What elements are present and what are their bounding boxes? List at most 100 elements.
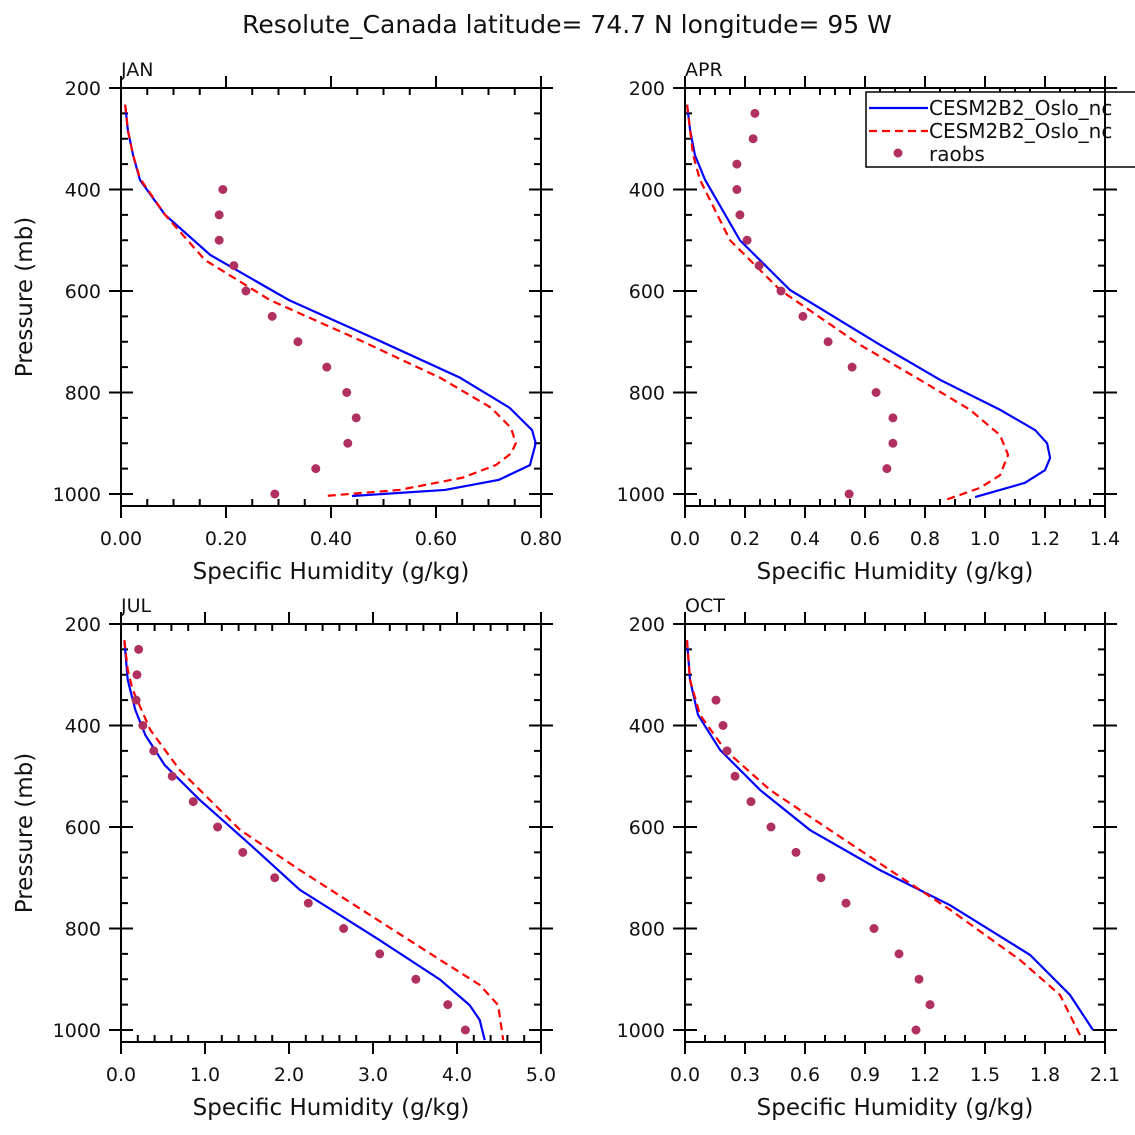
legend-label: raobs: [929, 142, 985, 166]
raobs-point: [339, 924, 349, 933]
x-tick-label: 0.0: [670, 528, 700, 550]
y-tick-label: 800: [629, 383, 665, 405]
panel-label: APR: [685, 59, 723, 81]
x-tick-label: 0.60: [415, 528, 457, 550]
raobs-point: [735, 210, 745, 220]
raobs-point: [134, 644, 144, 654]
y-axis-label: Pressure (mb): [12, 753, 38, 913]
y-tick-label: 1000: [617, 1020, 665, 1042]
raobs-point: [791, 847, 801, 857]
x-tick-label: 0.9: [850, 1064, 880, 1086]
series-line-model-solid: [685, 640, 1094, 1031]
series-line-model-dashed: [686, 104, 1010, 502]
x-axis-label: Specific Humidity (g/kg): [193, 559, 470, 585]
raobs-point: [149, 746, 159, 756]
x-tick-label: 4.0: [442, 1064, 472, 1086]
x-tick-label: 0.2: [730, 528, 760, 550]
raobs-point: [167, 771, 177, 781]
y-tick-label: 600: [65, 281, 101, 303]
x-tick-label: 0.40: [310, 528, 352, 550]
raobs-point: [188, 797, 198, 807]
raobs-point: [798, 311, 808, 321]
series-line-model-solid: [123, 640, 486, 1041]
x-axis-label: Specific Humidity (g/kg): [193, 1095, 470, 1121]
y-tick-label: 800: [629, 919, 665, 941]
x-tick-label: 1.5: [970, 1064, 1000, 1086]
y-tick-label: 400: [65, 180, 101, 202]
raobs-point: [894, 949, 904, 959]
raobs-point: [732, 159, 742, 169]
raobs-point: [443, 1000, 453, 1010]
y-tick-label: 800: [65, 919, 101, 941]
series-line-model-dashed: [123, 640, 505, 1041]
x-tick-label: 1.2: [910, 1064, 940, 1086]
y-tick-label: 200: [629, 78, 665, 100]
series-line-model-solid: [686, 104, 1052, 499]
x-tick-label: 1.8: [1030, 1064, 1060, 1086]
raobs-point: [888, 413, 898, 423]
raobs-point: [303, 898, 313, 908]
x-tick-label: 0.0: [670, 1064, 700, 1086]
legend-label: CESM2B2_Oslo_nc: [929, 119, 1112, 143]
panel-label: OCT: [685, 595, 725, 617]
legend-marker-raobs: [893, 148, 903, 158]
raobs-point: [823, 337, 833, 347]
x-tick-label: 0.6: [850, 528, 880, 550]
raobs-point: [722, 746, 732, 756]
y-axis-label: Pressure (mb): [12, 217, 38, 377]
raobs-point: [742, 235, 752, 245]
x-tick-label: 5.0: [526, 1064, 556, 1086]
series-line-model-solid: [124, 104, 537, 498]
x-tick-label: 0.3: [730, 1064, 760, 1086]
y-tick-label: 400: [65, 716, 101, 738]
raobs-point: [711, 695, 721, 705]
raobs-point: [460, 1025, 470, 1035]
x-tick-label: 0.4: [790, 528, 820, 550]
y-tick-label: 200: [629, 614, 665, 636]
raobs-point: [871, 388, 881, 397]
y-tick-label: 600: [629, 817, 665, 839]
series-line-model-dashed: [685, 640, 1081, 1036]
x-tick-label: 0.6: [790, 1064, 820, 1086]
raobs-point: [241, 286, 251, 296]
raobs-point: [342, 388, 352, 397]
x-tick-label: 0.20: [205, 528, 247, 550]
legend-box: [865, 91, 1135, 168]
x-tick-label: 1.4: [1090, 528, 1120, 550]
raobs-point: [748, 134, 758, 144]
x-tick-label: 1.0: [970, 528, 1000, 550]
raobs-point: [132, 670, 142, 680]
raobs-point: [218, 185, 228, 194]
raobs-point: [847, 362, 857, 372]
panel-label: JUL: [120, 595, 152, 617]
raobs-point: [882, 464, 892, 474]
raobs-point: [238, 847, 248, 857]
panel-jan: JAN 0.00 0.20 0.40 0.60 0.80 200 400 600 800 1000 S…: [12, 59, 562, 585]
plot-frame: [120, 623, 542, 1043]
figure-title: Resolute_Canada latitude= 74.7 N longitu…: [242, 10, 892, 39]
raobs-point: [270, 873, 280, 883]
raobs-point: [293, 337, 303, 347]
y-tick-label: 1000: [53, 1020, 101, 1042]
y-tick-label: 800: [65, 383, 101, 405]
raobs-point: [214, 235, 224, 245]
y-tick-label: 200: [65, 78, 101, 100]
raobs-point: [925, 1000, 935, 1010]
x-tick-label: 3.0: [358, 1064, 388, 1086]
raobs-point: [911, 1025, 921, 1035]
raobs-point: [343, 438, 353, 448]
x-tick-label: 2.1: [1090, 1064, 1120, 1086]
series-line-model-dashed: [124, 104, 517, 498]
raobs-point: [718, 721, 728, 730]
y-tick-label: 600: [629, 281, 665, 303]
raobs-point: [841, 898, 851, 908]
x-tick-label: 0.80: [520, 528, 562, 550]
raobs-point: [322, 362, 332, 372]
raobs-point: [732, 185, 742, 194]
raobs-point: [746, 797, 756, 807]
x-tick-label: 1.0: [190, 1064, 220, 1086]
raobs-point: [270, 489, 280, 499]
y-tick-label: 1000: [53, 484, 101, 506]
x-tick-label: 1.2: [1030, 528, 1060, 550]
